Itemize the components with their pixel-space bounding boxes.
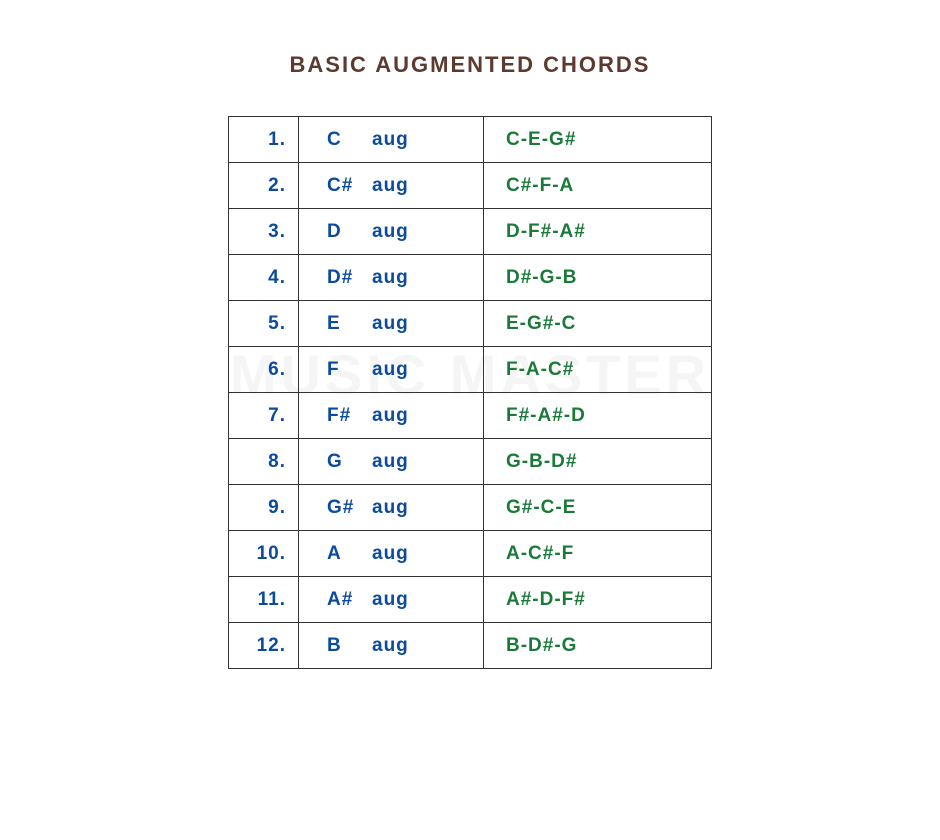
row-index: 4. xyxy=(229,255,299,301)
chord-name: A#aug xyxy=(299,577,484,623)
table-row: 11.A#augA#-D-F# xyxy=(229,577,712,623)
chord-root: E xyxy=(327,313,372,335)
chord-notes: C#-F-A xyxy=(484,163,712,209)
chord-suffix: aug xyxy=(372,451,409,472)
chord-notes: E-G#-C xyxy=(484,301,712,347)
row-index: 7. xyxy=(229,393,299,439)
chord-notes: G#-C-E xyxy=(484,485,712,531)
table-row: 1.CaugC-E-G# xyxy=(229,117,712,163)
table-row: 10.AaugA-C#-F xyxy=(229,531,712,577)
chord-notes: D-F#-A# xyxy=(484,209,712,255)
row-index: 9. xyxy=(229,485,299,531)
row-index: 6. xyxy=(229,347,299,393)
chord-root: C# xyxy=(327,175,372,197)
chord-notes: A#-D-F# xyxy=(484,577,712,623)
chord-root: A# xyxy=(327,589,372,611)
chord-name: F#aug xyxy=(299,393,484,439)
chord-notes: A-C#-F xyxy=(484,531,712,577)
row-index: 5. xyxy=(229,301,299,347)
chord-suffix: aug xyxy=(372,359,409,380)
table-row: 6.FaugF-A-C# xyxy=(229,347,712,393)
row-index: 10. xyxy=(229,531,299,577)
chord-suffix: aug xyxy=(372,175,409,196)
chord-root: C xyxy=(327,129,372,151)
chord-name: Eaug xyxy=(299,301,484,347)
row-index: 11. xyxy=(229,577,299,623)
chords-table-body: 1.CaugC-E-G#2.C#augC#-F-A3.DaugD-F#-A#4.… xyxy=(229,117,712,669)
chord-root: D xyxy=(327,221,372,243)
chord-name: Baug xyxy=(299,623,484,669)
chord-name: Aaug xyxy=(299,531,484,577)
chord-name: C#aug xyxy=(299,163,484,209)
row-index: 2. xyxy=(229,163,299,209)
chord-suffix: aug xyxy=(372,635,409,656)
table-row: 9.G#augG#-C-E xyxy=(229,485,712,531)
chord-root: B xyxy=(327,635,372,657)
chord-name: D#aug xyxy=(299,255,484,301)
chord-notes: B-D#-G xyxy=(484,623,712,669)
chord-notes: F#-A#-D xyxy=(484,393,712,439)
chord-root: G# xyxy=(327,497,372,519)
chord-notes: C-E-G# xyxy=(484,117,712,163)
chord-name: Daug xyxy=(299,209,484,255)
table-row: 7.F#augF#-A#-D xyxy=(229,393,712,439)
chord-name: Gaug xyxy=(299,439,484,485)
chord-root: F xyxy=(327,359,372,381)
table-row: 8.GaugG-B-D# xyxy=(229,439,712,485)
chord-name: Faug xyxy=(299,347,484,393)
chord-suffix: aug xyxy=(372,129,409,150)
chord-suffix: aug xyxy=(372,405,409,426)
chord-suffix: aug xyxy=(372,313,409,334)
chord-root: F# xyxy=(327,405,372,427)
row-index: 12. xyxy=(229,623,299,669)
table-row: 2.C#augC#-F-A xyxy=(229,163,712,209)
chord-name: G#aug xyxy=(299,485,484,531)
table-row: 12.BaugB-D#-G xyxy=(229,623,712,669)
chord-root: A xyxy=(327,543,372,565)
table-row: 5.EaugE-G#-C xyxy=(229,301,712,347)
chords-table-container: 1.CaugC-E-G#2.C#augC#-F-A3.DaugD-F#-A#4.… xyxy=(0,116,940,669)
chord-notes: D#-G-B xyxy=(484,255,712,301)
chord-root: D# xyxy=(327,267,372,289)
chord-notes: F-A-C# xyxy=(484,347,712,393)
chord-name: Caug xyxy=(299,117,484,163)
page-title: BASIC AUGMENTED CHORDS xyxy=(0,52,940,78)
chord-notes: G-B-D# xyxy=(484,439,712,485)
chords-table: 1.CaugC-E-G#2.C#augC#-F-A3.DaugD-F#-A#4.… xyxy=(228,116,712,669)
row-index: 1. xyxy=(229,117,299,163)
table-row: 3.DaugD-F#-A# xyxy=(229,209,712,255)
chord-suffix: aug xyxy=(372,589,409,610)
row-index: 8. xyxy=(229,439,299,485)
table-row: 4.D#augD#-G-B xyxy=(229,255,712,301)
chord-suffix: aug xyxy=(372,221,409,242)
chord-suffix: aug xyxy=(372,543,409,564)
chord-suffix: aug xyxy=(372,267,409,288)
chord-root: G xyxy=(327,451,372,473)
row-index: 3. xyxy=(229,209,299,255)
chord-suffix: aug xyxy=(372,497,409,518)
